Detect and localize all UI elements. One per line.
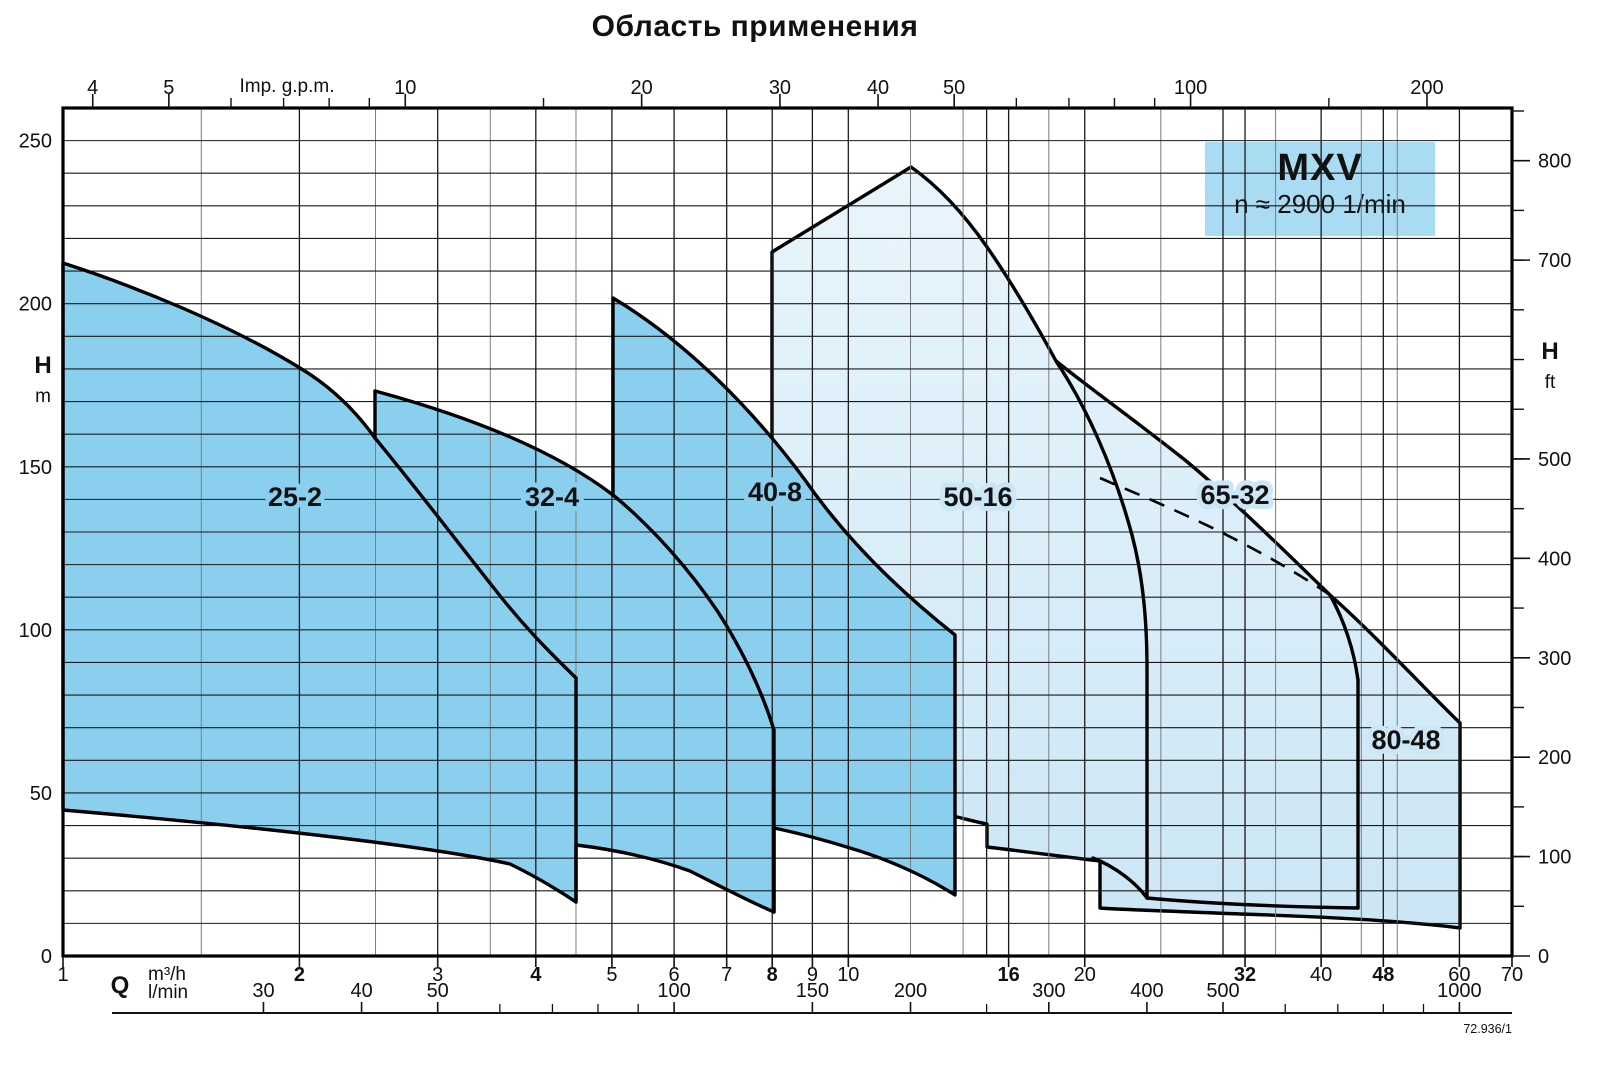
right-tick-label: 700 — [1538, 250, 1571, 272]
region-boundary-light — [1091, 856, 1149, 900]
top-axis-unit-label: Imp. g.p.m. — [239, 76, 335, 97]
bottom-tick-label-m3h: 2 — [294, 964, 305, 986]
bottom-tick-label-m3h: 6 — [669, 964, 680, 986]
lmin-tick-label: 300 — [1032, 980, 1065, 1002]
left-tick-label: 100 — [19, 620, 52, 642]
left-tick-label: 0 — [41, 946, 52, 968]
left-tick-label: 250 — [19, 131, 52, 153]
region-label-50-16: 50-16 — [943, 482, 1012, 512]
top-tick-label: 4 — [87, 77, 98, 99]
lmin-tick-label: 100 — [657, 980, 690, 1002]
bottom-tick-label-m3h: 4 — [530, 964, 542, 986]
right-tick-label: 500 — [1538, 449, 1571, 471]
right-tick-label: 300 — [1538, 648, 1571, 670]
left-tick-label: 200 — [19, 294, 52, 316]
bottom-tick-label-m3h: 5 — [606, 964, 617, 986]
region-boundary-medium — [611, 493, 776, 732]
left-axis-unit: m — [35, 386, 51, 407]
drawing-number: 72.936/1 — [1463, 1022, 1512, 1036]
lmin-tick-label: 150 — [796, 980, 829, 1002]
top-tick-label: 5 — [163, 77, 174, 99]
legend-model: MXV — [1277, 147, 1363, 189]
bottom-tick-label-m3h: 7 — [721, 964, 732, 986]
region-boundary-dashed-80-48 — [1099, 476, 1331, 597]
right-axis-unit: ft — [1544, 372, 1556, 393]
legend-box: MXV n ≈ 2900 1/min — [1205, 142, 1435, 236]
bottom-tick-label-m3h: 16 — [997, 964, 1019, 986]
lmin-tick-label: 200 — [894, 980, 927, 1002]
right-tick-label: 200 — [1538, 747, 1571, 769]
top-tick-label: 200 — [1410, 77, 1443, 99]
bottom-tick-label-m3h: 60 — [1448, 964, 1470, 986]
region-label-40-8: 40-8 — [748, 477, 802, 507]
chart-title: Область применения — [591, 10, 919, 43]
region-boundary-light — [1054, 359, 1149, 900]
lmin-tick-label: 400 — [1130, 980, 1163, 1002]
lmin-tick-label: 30 — [252, 980, 274, 1002]
top-tick-label: 10 — [394, 77, 416, 99]
legend-speed: n ≈ 2900 1/min — [1234, 189, 1406, 219]
bottom-tick-label-m3h: 20 — [1074, 964, 1096, 986]
bottom-tick-label-m3h: 32 — [1234, 964, 1256, 986]
bottom-tick-label-m3h: 9 — [807, 964, 818, 986]
top-tick-label: 40 — [867, 77, 889, 99]
bottom-tick-label-m3h: 40 — [1310, 964, 1332, 986]
lmin-tick-label: 500 — [1206, 980, 1239, 1002]
bottom-tick-label-m3h: 10 — [837, 964, 859, 986]
left-tick-label: 50 — [30, 783, 52, 805]
lmin-tick-label: 50 — [427, 980, 449, 1002]
top-tick-label: 100 — [1174, 77, 1207, 99]
bottom-tick-label-m3h: 8 — [767, 964, 778, 986]
bottom-axis-letter-q: Q — [110, 972, 130, 999]
bottom-tick-label-m3h: 1 — [57, 964, 68, 986]
bottom-axis-unit-lmin: l/min — [148, 982, 189, 1003]
bottom-tick-label-m3h: 3 — [432, 964, 443, 986]
right-tick-label: 400 — [1538, 548, 1571, 570]
bottom-tick-label-m3h: 70 — [1501, 964, 1523, 986]
right-tick-label: 800 — [1538, 151, 1571, 173]
top-tick-label: 50 — [943, 77, 965, 99]
lmin-tick-label: 40 — [350, 980, 372, 1002]
left-axis-letter: H — [34, 352, 52, 379]
right-axis-letter: H — [1541, 338, 1559, 365]
right-tick-label: 0 — [1538, 946, 1549, 968]
plot-border — [61, 106, 1514, 958]
bottom-axis-unit-m3h: m³/h — [148, 964, 186, 985]
region-label-65-32: 65-32 — [1200, 480, 1269, 510]
region-medium-union-fill — [63, 263, 955, 912]
region-label-32-4: 32-4 — [525, 482, 579, 512]
region-boundary-light — [1145, 896, 1360, 910]
region-label-25-2: 25-2 — [268, 482, 322, 512]
region-label-80-48: 80-48 — [1371, 725, 1440, 755]
right-tick-label: 100 — [1538, 847, 1571, 869]
lmin-tick-label: 1000 — [1437, 980, 1482, 1002]
top-tick-label: 20 — [631, 77, 653, 99]
region-boundary-medium — [373, 436, 578, 680]
region-boundary-light — [1328, 593, 1360, 682]
bottom-tick-label-m3h: 48 — [1372, 964, 1394, 986]
region-medium-union-outline — [61, 261, 957, 914]
left-tick-label: 150 — [19, 457, 52, 479]
top-tick-label: 30 — [769, 77, 791, 99]
